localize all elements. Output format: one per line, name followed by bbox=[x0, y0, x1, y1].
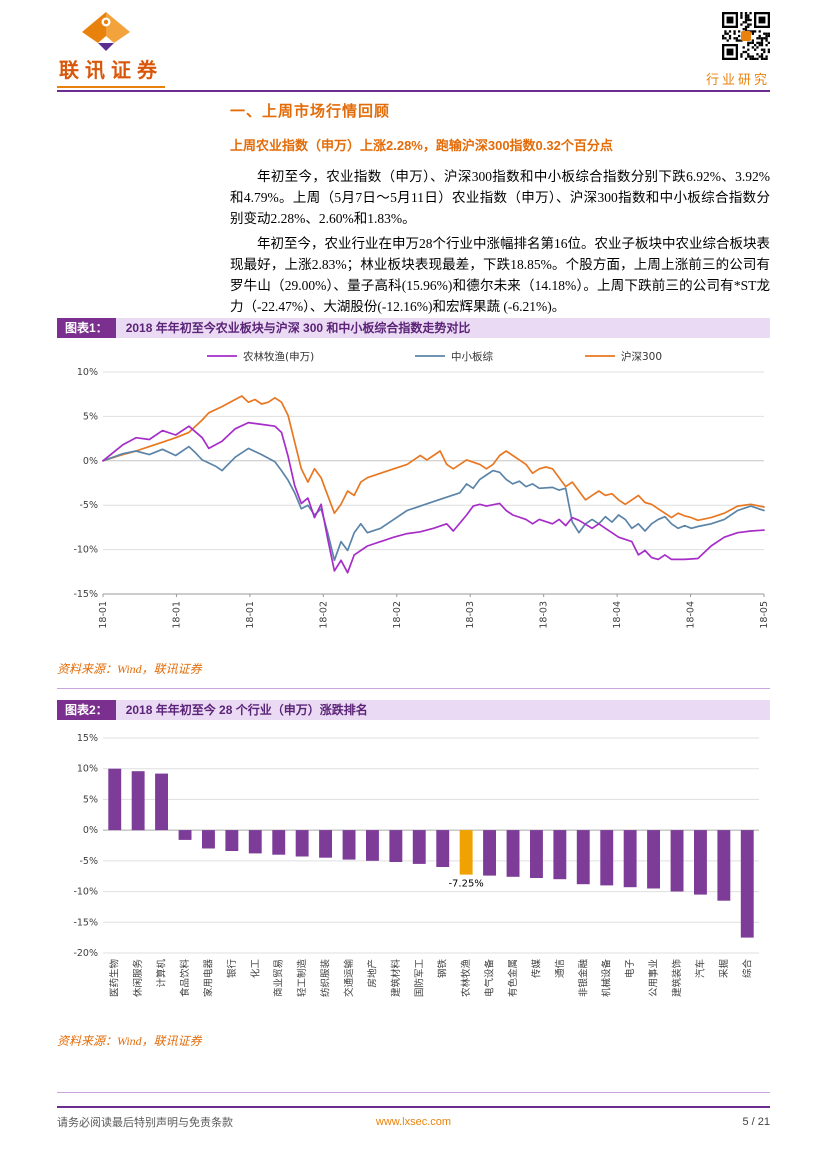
figure2-title: 2018 年年初至今 28 个行业（申万）涨跌排名 bbox=[115, 700, 770, 720]
svg-text:18-01: 18-01 bbox=[171, 601, 182, 629]
svg-text:18-02: 18-02 bbox=[318, 601, 329, 629]
svg-text:18-03: 18-03 bbox=[539, 601, 550, 629]
footer-disclaimer: 请务必阅读最后特别声明与免责条款 bbox=[57, 1117, 233, 1129]
footer-divider bbox=[57, 1106, 770, 1108]
svg-text:-15%: -15% bbox=[73, 589, 98, 600]
svg-text:国防军工: 国防军工 bbox=[413, 959, 425, 998]
svg-text:-15%: -15% bbox=[73, 917, 98, 928]
figure1-divider bbox=[57, 688, 770, 689]
svg-text:农林牧渔: 农林牧渔 bbox=[460, 959, 472, 998]
svg-text:银行: 银行 bbox=[226, 959, 238, 979]
svg-text:0%: 0% bbox=[83, 456, 98, 467]
svg-text:18-05: 18-05 bbox=[759, 601, 770, 629]
svg-text:18-02: 18-02 bbox=[392, 601, 403, 629]
svg-text:房地产: 房地产 bbox=[366, 959, 378, 988]
svg-text:18-01: 18-01 bbox=[245, 601, 256, 629]
svg-text:18-01: 18-01 bbox=[98, 601, 109, 629]
svg-text:采掘: 采掘 bbox=[718, 959, 730, 978]
svg-text:-10%: -10% bbox=[73, 887, 98, 898]
svg-text:中小板综: 中小板综 bbox=[451, 350, 493, 363]
figure2-label: 图表2： bbox=[57, 700, 116, 720]
svg-text:非银金融: 非银金融 bbox=[577, 959, 589, 998]
svg-text:15%: 15% bbox=[77, 733, 98, 744]
figure1-label: 图表1： bbox=[57, 318, 116, 338]
figure1-source: 资料来源：Wind，联讯证券 bbox=[57, 662, 202, 676]
svg-text:休闲服务: 休闲服务 bbox=[132, 959, 144, 998]
svg-text:家用电器: 家用电器 bbox=[202, 959, 214, 998]
svg-text:汽车: 汽车 bbox=[694, 959, 706, 978]
svg-text:建筑装饰: 建筑装饰 bbox=[671, 959, 683, 997]
svg-text:化工: 化工 bbox=[249, 959, 261, 979]
svg-text:沪深300: 沪深300 bbox=[621, 350, 662, 363]
svg-text:通信: 通信 bbox=[554, 959, 566, 978]
svg-text:-20%: -20% bbox=[73, 948, 98, 959]
brand-logo: 联讯证券 bbox=[57, 10, 165, 88]
page-footer: 请务必阅读最后特别声明与免责条款 www.lxsec.com 5 / 21 bbox=[57, 1114, 770, 1130]
svg-text:轻工制造: 轻工制造 bbox=[296, 959, 308, 998]
qr-code bbox=[722, 12, 770, 60]
svg-text:综合: 综合 bbox=[741, 959, 753, 979]
svg-text:电气设备: 电气设备 bbox=[484, 959, 496, 998]
svg-text:公用事业: 公用事业 bbox=[648, 959, 660, 997]
svg-text:18-03: 18-03 bbox=[465, 601, 476, 629]
svg-text:10%: 10% bbox=[77, 764, 98, 775]
svg-text:0%: 0% bbox=[83, 825, 98, 836]
figure2-source: 资料来源：Wind，联讯证券 bbox=[57, 1034, 202, 1048]
svg-text:传媒: 传媒 bbox=[530, 959, 542, 979]
svg-text:18-04: 18-04 bbox=[612, 601, 623, 629]
svg-text:18-04: 18-04 bbox=[686, 601, 697, 629]
svg-text:电子: 电子 bbox=[624, 959, 636, 979]
bar-chart: 15% 10% 5% 0% -5% -10% -15% -20% 医药生物 休闲服务 计算机 食品饮料… bbox=[73, 733, 759, 998]
body-paragraph: 年初至今，农业行业在申万28个行业中涨幅排名第16位。农业子板块中农业综合板块表… bbox=[230, 236, 770, 314]
svg-text:5%: 5% bbox=[83, 794, 98, 805]
figure1-title: 2018 年年初至今农业板块与沪深 300 和中小板综合指数走势对比 bbox=[115, 318, 770, 338]
svg-text:纺织服装: 纺织服装 bbox=[320, 959, 332, 998]
figure2-chart: 15% 10% 5% 0% -5% -10% -15% -20% 医药生物 休闲服务 计算机 食品饮料… bbox=[57, 728, 770, 1020]
svg-text:-7.25%: -7.25% bbox=[448, 879, 483, 890]
svg-text:钢铁: 钢铁 bbox=[437, 959, 449, 979]
svg-text:机械设备: 机械设备 bbox=[601, 959, 613, 998]
footer-website-link[interactable]: www.lxsec.com bbox=[375, 1116, 452, 1128]
header-divider bbox=[57, 90, 770, 92]
svg-text:交通运输: 交通运输 bbox=[343, 959, 355, 998]
footer-page-number: 5 / 21 bbox=[742, 1116, 771, 1128]
svg-text:农林牧渔(申万): 农林牧渔(申万) bbox=[243, 350, 314, 363]
page-header: 联讯证券 行业研究 bbox=[57, 10, 770, 90]
svg-text:-5%: -5% bbox=[80, 500, 99, 511]
svg-text:有色金属: 有色金属 bbox=[507, 959, 519, 997]
figure1-header: 图表1： 2018 年年初至今农业板块与沪深 300 和中小板综合指数走势对比 bbox=[57, 318, 770, 338]
svg-text:5%: 5% bbox=[83, 411, 98, 422]
figure2-header: 图表2： 2018 年年初至今 28 个行业（申万）涨跌排名 bbox=[57, 700, 770, 720]
body-paragraph: 年初至今，农业指数（申万）、沪深300指数和中小板综合指数分别下跌6.92%、3… bbox=[230, 169, 770, 226]
figure1-chart: 10% 5% 0% -5% -10% -15% 18-01 18-01 18-01 18-02 18… bbox=[57, 344, 770, 654]
svg-text:医药生物: 医药生物 bbox=[109, 959, 121, 998]
lianxun-logo-icon bbox=[82, 12, 130, 51]
report-body: 一、上周市场行情回顾 上周农业指数（申万）上涨2.28%，跑输沪深300指数0.… bbox=[230, 100, 770, 321]
svg-text:计算机: 计算机 bbox=[156, 959, 168, 988]
line-chart: 10%5%0%-5%-10%-15%18-01 18-01 18-01 18-02 18… bbox=[73, 350, 770, 629]
svg-text:10%: 10% bbox=[77, 367, 98, 378]
section-title: 一、上周市场行情回顾 bbox=[230, 103, 391, 120]
svg-text:建筑材料: 建筑材料 bbox=[390, 959, 402, 998]
svg-text:食品饮料: 食品饮料 bbox=[179, 959, 191, 998]
brand-name: 联讯证券 bbox=[57, 52, 165, 88]
report-type-label: 行业研究 bbox=[705, 72, 770, 87]
figure2-divider bbox=[57, 1092, 770, 1093]
svg-text:-5%: -5% bbox=[80, 856, 99, 867]
svg-text:商业贸易: 商业贸易 bbox=[273, 959, 285, 997]
svg-text:-10%: -10% bbox=[73, 545, 98, 556]
section-subtitle: 上周农业指数（申万）上涨2.28%，跑输沪深300指数0.32个百分点 bbox=[230, 138, 613, 153]
